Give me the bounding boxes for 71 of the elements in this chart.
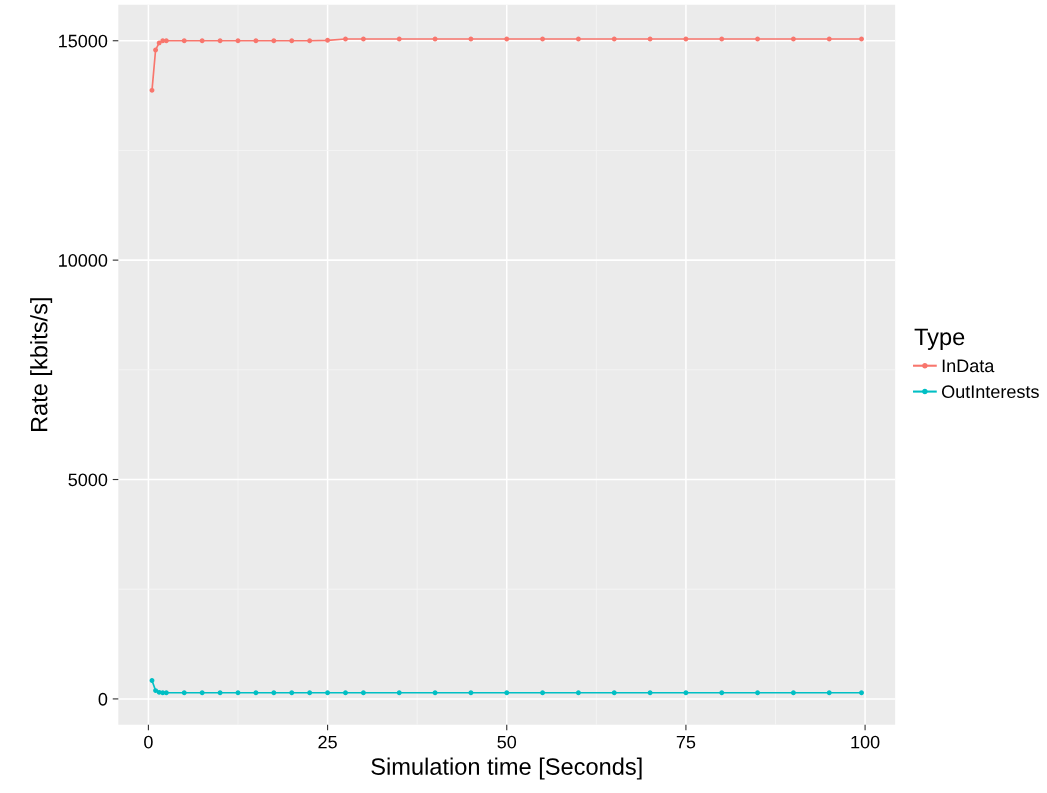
point: [343, 690, 348, 696]
y-tick-label: 0: [98, 692, 108, 706]
y-tick-label: 15000: [59, 34, 108, 48]
point: [859, 36, 864, 42]
point: [360, 690, 366, 696]
point: [683, 690, 689, 696]
point: [217, 38, 223, 44]
point: [396, 690, 402, 696]
x-axis-title: Simulation time [Seconds]: [371, 757, 642, 780]
point: [160, 38, 166, 44]
point: [575, 36, 581, 42]
point: [540, 36, 546, 42]
point: [163, 38, 169, 44]
point: [826, 690, 832, 696]
point: [199, 690, 205, 696]
x-tick-label: 25: [318, 735, 337, 749]
point: [859, 690, 864, 696]
point: [289, 38, 295, 44]
point: [181, 38, 187, 44]
point: [540, 690, 546, 696]
point: [149, 678, 155, 683]
point: [307, 38, 313, 44]
point: [325, 690, 331, 696]
y-axis-title: Rate [kbits/s]: [30, 298, 53, 432]
y-tick-label: 5000: [68, 473, 108, 487]
point: [683, 36, 689, 42]
point: [790, 36, 796, 42]
x-tick-label: 50: [497, 735, 517, 749]
point: [719, 36, 725, 42]
point: [343, 36, 348, 42]
point: [504, 36, 510, 42]
point: [160, 690, 166, 696]
legend-label: OutInterests: [942, 385, 1039, 399]
point: [504, 690, 510, 696]
point: [611, 36, 617, 42]
point: [253, 38, 259, 44]
point: [181, 690, 187, 696]
point: [468, 690, 474, 696]
legend-label: InData: [942, 359, 995, 373]
x-tick-label: 75: [676, 735, 696, 749]
y-tick-label: 10000: [59, 254, 108, 267]
point: [432, 36, 438, 42]
point: [271, 690, 277, 696]
point: [360, 36, 366, 42]
point: [611, 690, 617, 696]
point: [468, 36, 474, 42]
point: [647, 36, 653, 42]
point: [153, 47, 159, 53]
point: [575, 690, 581, 696]
point: [235, 690, 241, 696]
point: [253, 690, 259, 696]
point: [790, 690, 796, 696]
point: [432, 690, 438, 696]
x-tick-label: 0: [144, 735, 153, 749]
point: [719, 690, 725, 696]
point: [307, 690, 313, 696]
point: [755, 690, 761, 696]
point: [163, 690, 169, 696]
point: [396, 36, 402, 42]
legend-title: Type: [914, 328, 965, 350]
point: [647, 690, 653, 696]
point: [826, 36, 832, 42]
x-tick-label: 100: [851, 735, 880, 749]
point: [755, 36, 761, 42]
point: [199, 38, 205, 44]
point: [149, 87, 155, 93]
point: [325, 37, 331, 43]
point: [217, 690, 223, 696]
point: [289, 690, 295, 696]
point: [271, 38, 277, 44]
point: [235, 38, 241, 44]
